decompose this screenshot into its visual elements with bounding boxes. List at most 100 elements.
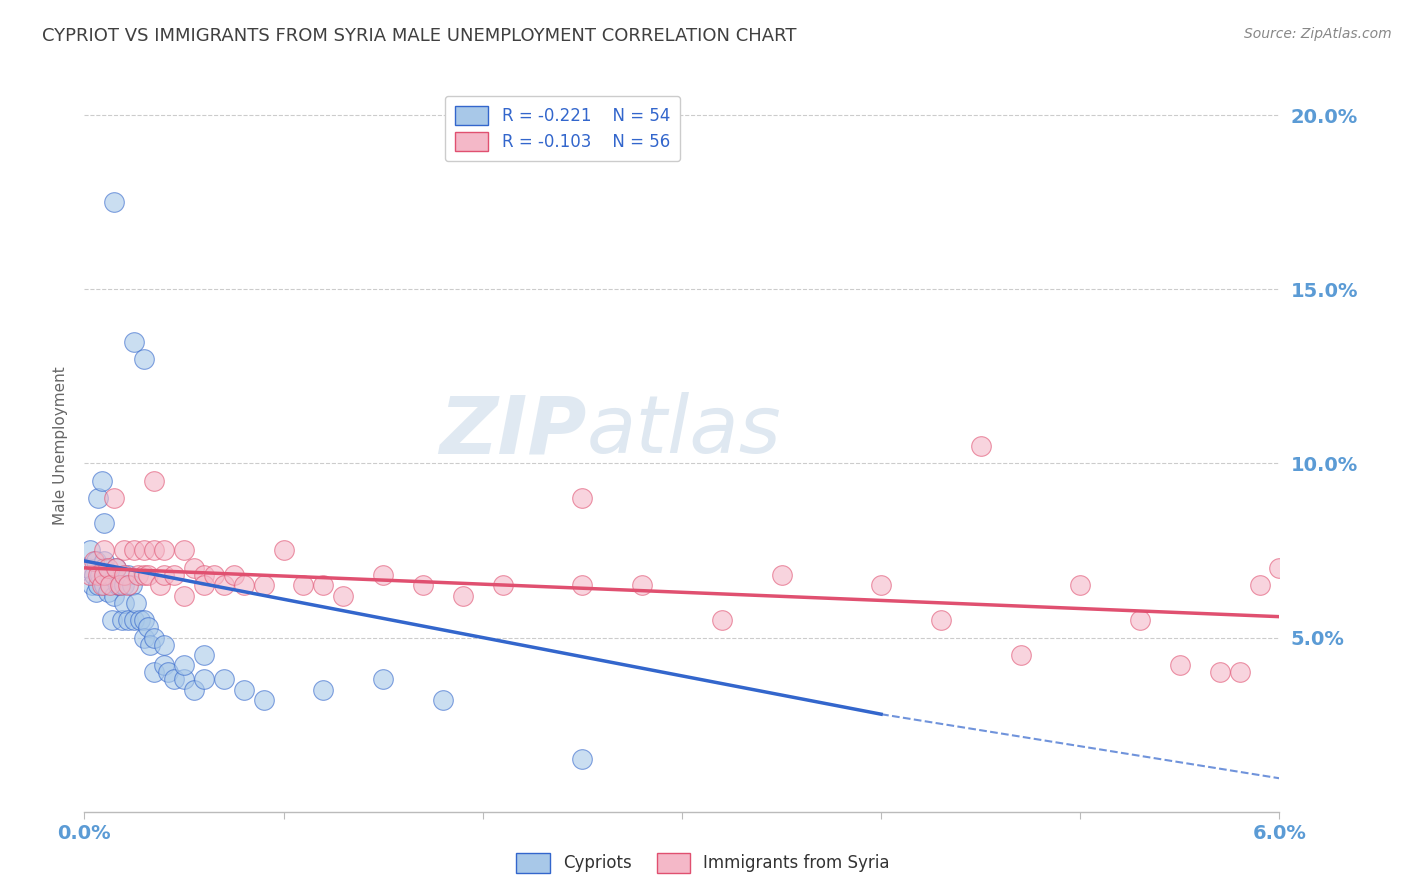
Point <box>193 567 215 582</box>
Point <box>212 673 235 687</box>
Point <box>173 673 195 687</box>
Point <box>183 561 205 575</box>
Point <box>103 589 125 603</box>
Point <box>222 567 245 582</box>
Point <box>193 673 215 687</box>
Point <box>1129 613 1152 627</box>
Point <box>1069 578 1091 592</box>
Point <box>770 567 793 582</box>
Point <box>173 543 195 558</box>
Point <box>492 578 515 592</box>
Legend: R = -0.221    N = 54, R = -0.103    N = 56: R = -0.221 N = 54, R = -0.103 N = 56 <box>444 96 681 161</box>
Point <box>153 567 176 582</box>
Point <box>103 491 125 506</box>
Point <box>253 578 276 592</box>
Point <box>97 585 120 599</box>
Point <box>143 631 166 645</box>
Point <box>132 613 156 627</box>
Point <box>710 613 733 627</box>
Legend: Cypriots, Immigrants from Syria: Cypriots, Immigrants from Syria <box>509 847 897 880</box>
Point <box>373 673 395 687</box>
Point <box>110 578 132 592</box>
Point <box>77 561 100 575</box>
Point <box>91 578 114 592</box>
Point <box>122 543 145 558</box>
Point <box>202 567 225 582</box>
Point <box>79 567 101 582</box>
Point <box>143 543 166 558</box>
Point <box>173 658 195 673</box>
Point <box>122 334 145 349</box>
Point <box>571 491 593 506</box>
Point <box>83 567 105 582</box>
Point <box>79 543 101 558</box>
Text: atlas: atlas <box>586 392 782 470</box>
Point <box>183 682 205 697</box>
Point <box>432 693 454 707</box>
Point <box>91 474 114 488</box>
Point <box>127 567 149 582</box>
Point <box>93 554 115 568</box>
Point <box>970 439 993 453</box>
Point <box>451 589 474 603</box>
Point <box>870 578 893 592</box>
Point <box>93 543 115 558</box>
Point <box>101 613 124 627</box>
Point <box>212 578 235 592</box>
Y-axis label: Male Unemployment: Male Unemployment <box>53 367 69 525</box>
Point <box>153 638 176 652</box>
Point <box>93 561 115 575</box>
Point <box>105 561 128 575</box>
Point <box>132 351 156 366</box>
Point <box>173 589 195 603</box>
Point <box>86 554 108 568</box>
Point <box>117 567 139 582</box>
Point <box>110 578 132 592</box>
Point <box>412 578 434 592</box>
Point <box>97 567 120 582</box>
Point <box>98 578 121 592</box>
Point <box>125 596 148 610</box>
Point <box>631 578 654 592</box>
Point <box>193 648 215 662</box>
Point <box>112 543 135 558</box>
Point <box>103 571 125 585</box>
Point <box>149 578 172 592</box>
Point <box>1229 665 1251 680</box>
Point <box>105 561 128 575</box>
Point <box>373 567 395 582</box>
Text: ZIP: ZIP <box>439 392 586 470</box>
Point <box>1249 578 1271 592</box>
Point <box>129 613 152 627</box>
Point <box>97 561 120 575</box>
Point <box>117 613 139 627</box>
Point <box>121 578 143 592</box>
Point <box>112 596 135 610</box>
Point <box>112 578 135 592</box>
Point <box>571 752 593 766</box>
Text: Source: ZipAtlas.com: Source: ZipAtlas.com <box>1244 27 1392 41</box>
Point <box>89 567 111 582</box>
Point <box>571 578 593 592</box>
Point <box>153 658 176 673</box>
Point <box>82 578 104 592</box>
Point <box>132 543 156 558</box>
Point <box>93 516 115 530</box>
Point <box>111 613 134 627</box>
Text: CYPRIOT VS IMMIGRANTS FROM SYRIA MALE UNEMPLOYMENT CORRELATION CHART: CYPRIOT VS IMMIGRANTS FROM SYRIA MALE UN… <box>42 27 797 45</box>
Point <box>273 543 295 558</box>
Point <box>112 567 135 582</box>
Point <box>232 578 254 592</box>
Point <box>103 195 125 210</box>
Point <box>98 567 121 582</box>
Point <box>1168 658 1191 673</box>
Point <box>139 638 162 652</box>
Point <box>1268 561 1291 575</box>
Point <box>136 620 159 634</box>
Point <box>153 543 176 558</box>
Point <box>292 578 315 592</box>
Point <box>232 682 254 697</box>
Point <box>312 682 335 697</box>
Point <box>163 567 186 582</box>
Point <box>157 665 180 680</box>
